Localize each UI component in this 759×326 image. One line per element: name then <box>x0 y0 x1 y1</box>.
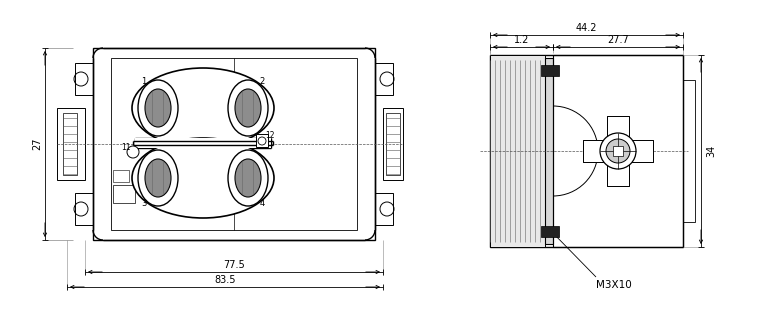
Ellipse shape <box>132 138 274 218</box>
Bar <box>256 134 268 147</box>
Bar <box>490 55 545 247</box>
Bar <box>375 63 393 95</box>
Text: 2: 2 <box>260 78 265 86</box>
Text: 1: 1 <box>141 78 146 86</box>
Text: 77.5: 77.5 <box>223 260 245 270</box>
Bar <box>75 63 93 95</box>
Ellipse shape <box>138 80 178 136</box>
Bar <box>63 113 77 175</box>
Ellipse shape <box>132 68 274 148</box>
Bar <box>490 55 683 247</box>
Bar <box>113 170 129 182</box>
Bar <box>613 146 623 156</box>
Bar <box>545 58 553 244</box>
Bar <box>583 140 653 162</box>
Ellipse shape <box>235 89 261 127</box>
Text: 11: 11 <box>121 142 131 152</box>
Ellipse shape <box>145 159 171 197</box>
Bar <box>553 55 683 247</box>
Bar <box>683 80 695 222</box>
Bar <box>383 108 403 180</box>
Ellipse shape <box>235 159 261 197</box>
Bar <box>135 138 271 148</box>
Text: 4: 4 <box>260 200 265 209</box>
Text: M3X10: M3X10 <box>596 280 632 290</box>
Ellipse shape <box>145 89 171 127</box>
Ellipse shape <box>228 80 268 136</box>
Text: 34: 34 <box>706 145 716 157</box>
Bar <box>111 58 357 230</box>
Bar <box>541 226 559 237</box>
Text: 83.5: 83.5 <box>214 275 236 285</box>
Text: 27: 27 <box>32 138 42 150</box>
Bar <box>386 113 400 175</box>
Text: 12: 12 <box>265 131 275 141</box>
Circle shape <box>127 146 139 158</box>
Bar <box>93 48 375 240</box>
Bar <box>57 108 85 180</box>
Text: 1.2: 1.2 <box>514 35 529 45</box>
Text: 3: 3 <box>141 200 146 209</box>
Text: 27.7: 27.7 <box>607 35 629 45</box>
Bar <box>113 185 135 203</box>
Bar <box>607 116 629 186</box>
Ellipse shape <box>138 150 178 206</box>
Bar <box>75 193 93 225</box>
Text: 44.2: 44.2 <box>576 23 597 33</box>
Bar <box>541 65 559 76</box>
Circle shape <box>600 133 636 169</box>
Circle shape <box>606 139 630 163</box>
Ellipse shape <box>228 150 268 206</box>
Bar <box>375 193 393 225</box>
Circle shape <box>258 137 266 145</box>
